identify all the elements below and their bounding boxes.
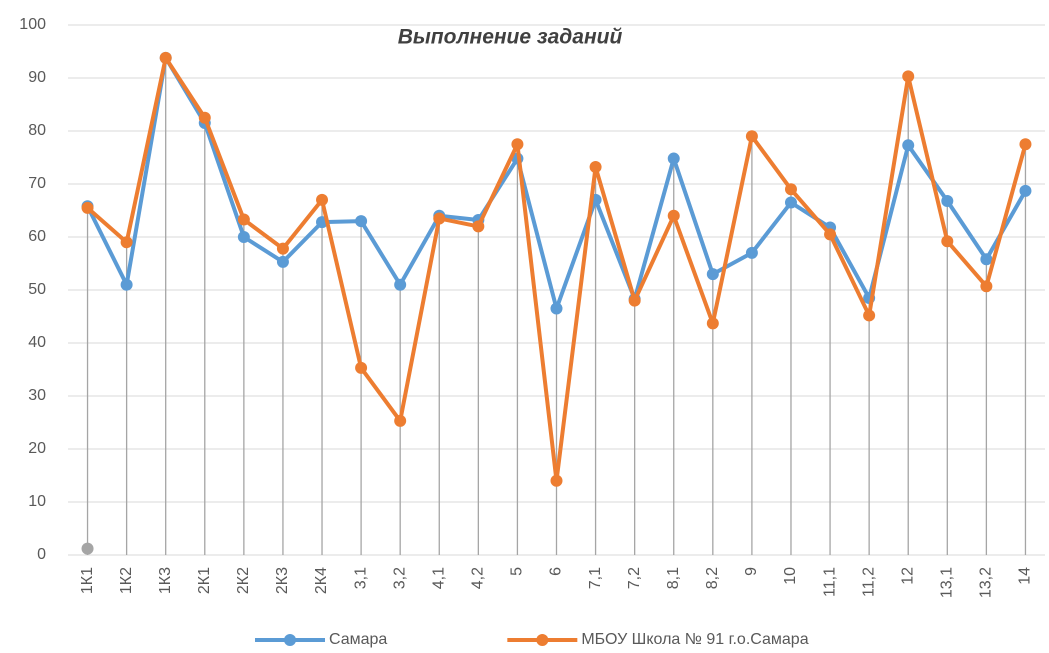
x-tick-label: 5: [509, 567, 526, 576]
point: [941, 194, 954, 207]
x-tick-label: 11,1: [821, 567, 838, 597]
point: [902, 70, 915, 83]
x-tick-label: 6: [548, 567, 565, 576]
point: [980, 253, 993, 266]
x-tick-label: 4,1: [430, 567, 447, 589]
y-tick-label: 80: [28, 122, 46, 139]
y-tick-label: 40: [28, 334, 46, 351]
x-tick-label: 1К3: [157, 567, 174, 594]
point: [863, 309, 876, 322]
y-tick-label: 90: [28, 69, 46, 86]
legend-marker: [284, 634, 296, 646]
x-tick-label: 7,1: [587, 567, 604, 589]
x-tick-label: 4,2: [470, 567, 487, 589]
point: [745, 246, 758, 259]
point: [355, 361, 368, 374]
point: [276, 242, 289, 255]
point: [276, 255, 289, 268]
legend-label: Самара: [329, 631, 387, 648]
point: [745, 130, 758, 143]
legend-marker: [536, 634, 549, 646]
series: [81, 51, 1032, 487]
x-tick-label: 7,2: [626, 567, 643, 589]
point: [589, 161, 602, 174]
point: [355, 215, 368, 228]
x-tick-label: 9: [743, 567, 760, 576]
point: [550, 474, 563, 487]
point: [784, 196, 797, 209]
x-tick-label: 3,2: [391, 567, 408, 589]
point: [706, 268, 719, 281]
y-tick-label: 70: [28, 175, 46, 192]
x-tick-label: 12: [899, 567, 916, 585]
point: [237, 213, 250, 226]
x-tick-label: 8,2: [704, 567, 721, 589]
point: [980, 280, 993, 293]
y-tick-label: 20: [28, 440, 46, 457]
point: [941, 235, 954, 248]
point: [120, 236, 133, 249]
point: [316, 193, 329, 206]
point: [628, 294, 641, 307]
x-tick-label: 10: [782, 567, 799, 585]
y-tick-label: 50: [28, 281, 46, 298]
point: [667, 209, 680, 222]
x-tick-label: 1К2: [118, 567, 135, 594]
x-tick-label: 13,2: [978, 567, 995, 598]
x-tick-label: 2К4: [313, 567, 330, 594]
x-tick-label: 2К2: [235, 567, 252, 594]
point: [394, 414, 407, 427]
point: [120, 278, 133, 291]
x-tick-label: 1К1: [79, 567, 96, 594]
x-tick-label: 14: [1017, 567, 1034, 585]
point: [237, 231, 250, 243]
x-tick-label: 13,1: [939, 567, 956, 598]
point: [81, 201, 94, 214]
point: [159, 51, 172, 64]
x-tick-label: 3,1: [352, 567, 369, 589]
point: [81, 542, 94, 555]
point: [1019, 138, 1032, 151]
point: [824, 228, 837, 241]
point: [550, 302, 563, 315]
point: [511, 138, 524, 151]
y-tick-label: 30: [28, 387, 46, 404]
point: [1019, 184, 1032, 197]
y-tick-label: 10: [28, 493, 46, 510]
point: [667, 152, 680, 165]
point: [472, 220, 485, 233]
y-tick-label: 100: [19, 16, 46, 33]
y-tick-label: 60: [28, 228, 46, 245]
point: [394, 278, 407, 291]
point: [784, 183, 797, 196]
x-tick-label: 2К3: [274, 567, 291, 594]
point: [706, 317, 719, 330]
point: [198, 111, 211, 124]
point: [902, 139, 915, 152]
point: [433, 212, 446, 225]
legend-label: МБОУ Школа № 91 г.о.Самара: [581, 631, 808, 648]
y-tick-label: 0: [37, 546, 46, 563]
x-tick-label: 8,1: [665, 567, 682, 589]
series: [81, 542, 94, 555]
x-tick-label: 11,2: [860, 567, 877, 597]
x-tick-label: 2К1: [196, 567, 213, 594]
chart-title: Выполнение заданий: [398, 26, 623, 49]
